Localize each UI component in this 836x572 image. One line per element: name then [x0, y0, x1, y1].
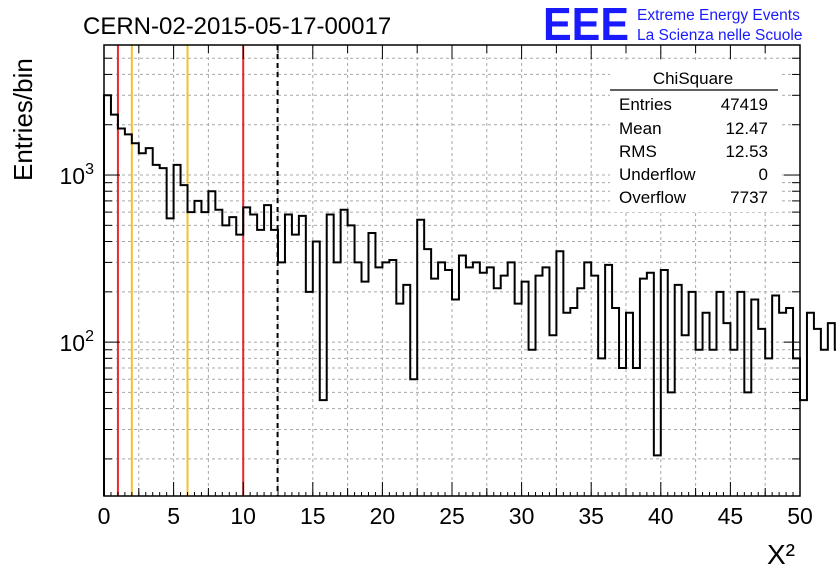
- x-tick-label: 10: [230, 503, 256, 529]
- x-tick-label: 35: [578, 503, 604, 529]
- stats-label-overflow: Overflow: [619, 188, 687, 207]
- y-tick-labels: 103 102: [60, 161, 95, 356]
- x-tick-label: 20: [370, 503, 396, 529]
- logo-line-1: Extreme Energy Events: [637, 7, 800, 24]
- x-tick-label: 40: [648, 503, 674, 529]
- x-tick-label: 25: [439, 503, 465, 529]
- stats-title: ChiSquare: [653, 69, 733, 88]
- x-tick-label: 15: [300, 503, 326, 529]
- x-axis-label: X²: [767, 539, 795, 570]
- stats-label-entries: Entries: [619, 95, 672, 114]
- logo-line-2: La Scienza nelle Scuole: [637, 27, 802, 44]
- stats-value-underflow: 0: [759, 165, 768, 184]
- chart-title: CERN-02-2015-05-17-00017: [83, 13, 391, 40]
- x-tick-label: 45: [718, 503, 744, 529]
- x-tick-labels: 0 5 10 15 20 25 30 35 40 45 50: [98, 503, 813, 529]
- x-tick-label: 0: [98, 503, 111, 529]
- x-tick-label: 5: [167, 503, 180, 529]
- stats-label-mean: Mean: [619, 119, 662, 138]
- axis-ticks: [103, 44, 801, 496]
- reference-lines: [116, 45, 279, 496]
- y-axis-label: Entries/bin: [8, 58, 38, 181]
- stats-box-background: [610, 62, 780, 212]
- x-tick-label: 50: [787, 503, 813, 529]
- stats-box: ChiSquare Entries 47419 Mean 12.47 RMS 1…: [610, 62, 780, 212]
- x-tick-label: 30: [509, 503, 535, 529]
- y-tick-label: 102: [60, 328, 95, 356]
- stats-label-rms: RMS: [619, 142, 657, 161]
- stats-label-underflow: Underflow: [619, 165, 696, 184]
- y-tick-label: 103: [60, 161, 95, 189]
- stats-value-mean: 12.47: [725, 119, 768, 138]
- eee-logo: EEE: [543, 0, 629, 50]
- stats-value-overflow: 7737: [730, 188, 768, 207]
- stats-value-entries: 47419: [721, 95, 768, 114]
- stats-value-rms: 12.53: [725, 142, 768, 161]
